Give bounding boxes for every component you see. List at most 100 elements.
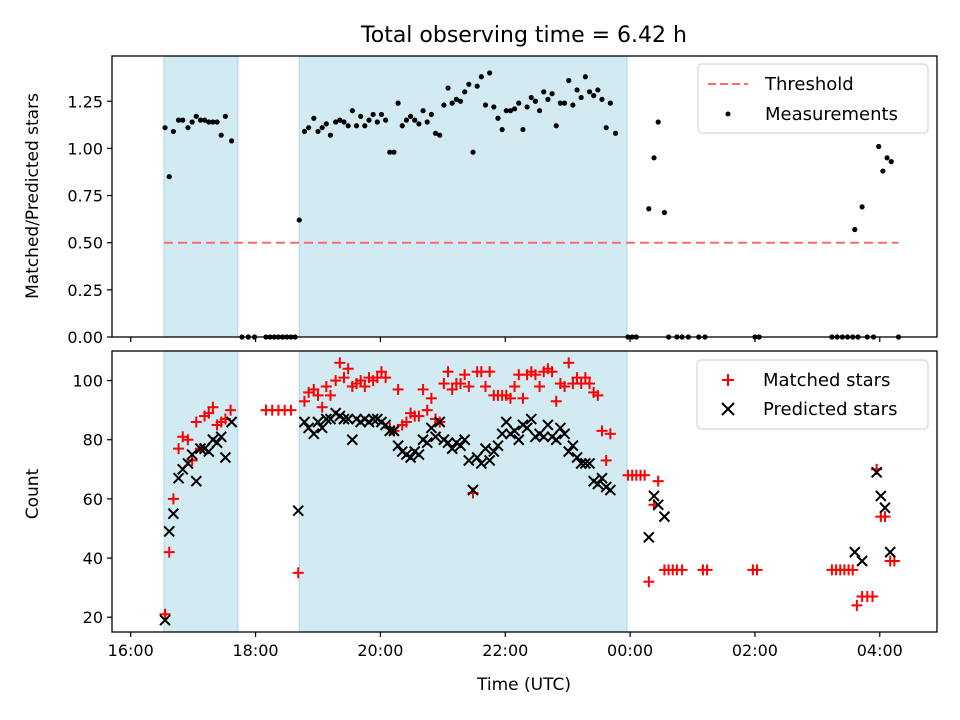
matched-star-point	[308, 383, 320, 395]
predicted-star-point	[538, 431, 550, 443]
predicted-star-point	[308, 428, 320, 440]
predicted-star-point	[388, 425, 400, 437]
measurement-point	[296, 217, 302, 223]
predicted-star-point	[500, 416, 513, 428]
observing-spans-top	[163, 55, 628, 338]
measurement-point	[432, 130, 439, 136]
matched-star-point	[579, 372, 591, 384]
predicted-star-point	[458, 434, 471, 446]
predicted-star-point	[392, 439, 404, 452]
measurement-point	[170, 128, 176, 135]
legend-threshold-label: Threshold	[764, 74, 854, 95]
matched-star-point	[324, 389, 336, 401]
measurement-point	[306, 125, 312, 131]
measurement-point	[512, 106, 518, 112]
measurement-point	[880, 168, 886, 174]
x-tick-label: 18:00	[233, 641, 279, 660]
measurement-point	[557, 100, 563, 106]
measurement-point	[462, 89, 468, 95]
top-plot: 0.00 0.25 0.50 0.75 1.00 1.25 Matched/Predict…	[23, 55, 938, 347]
matched-star-point	[604, 428, 616, 440]
measurement-point	[353, 123, 360, 129]
measurement-point	[852, 226, 858, 233]
measurement-point	[603, 125, 609, 131]
measurement-point	[474, 83, 480, 89]
measurement-point	[457, 98, 464, 104]
y-tick-label: 0.00	[67, 328, 103, 347]
bottom-plot: 16:00 18:00 20:00 22:00 00:00 02:00 04:00 20 40…	[23, 350, 938, 695]
predicted-star-point	[492, 439, 504, 452]
matched-star-point	[504, 392, 516, 404]
matched-star-point	[584, 378, 596, 390]
matched-star-point	[312, 389, 324, 401]
measurement-point	[495, 115, 501, 121]
measurement-point	[218, 132, 224, 138]
measurement-point	[319, 125, 325, 131]
measurement-point	[333, 119, 339, 125]
predicted-star-point	[525, 413, 537, 425]
matched-star-point	[639, 469, 651, 481]
top-legend: Threshold Measurements	[697, 63, 929, 134]
predicted-star-point	[225, 416, 238, 428]
y-tick-label: 40	[83, 549, 103, 568]
measurement-point	[566, 77, 572, 84]
matched-star-point	[355, 375, 367, 387]
measurement-point	[428, 111, 434, 118]
x-tick-label: 22:00	[482, 641, 528, 660]
measurement-point	[599, 96, 605, 102]
predicted-star-point	[211, 436, 223, 449]
predicted-star-point	[648, 490, 660, 502]
predicted-star-point	[186, 448, 198, 461]
predicted-star-point	[508, 425, 521, 437]
measurement-point	[407, 113, 414, 119]
matched-star-point	[413, 410, 425, 422]
predicted-star-point	[483, 454, 496, 467]
matched-star-point	[173, 443, 185, 455]
measurement-point	[612, 130, 619, 136]
measurement-point	[524, 104, 530, 110]
measurement-point	[420, 108, 426, 114]
matched-star-point	[163, 546, 175, 558]
measurement-point	[503, 108, 509, 114]
matched-star-point	[559, 380, 571, 392]
measurement-point	[201, 117, 208, 123]
predicted-star-point	[467, 484, 479, 496]
matched-star-point	[320, 380, 332, 392]
measurement-point	[337, 117, 343, 123]
predicted-star-point	[550, 434, 562, 446]
predicted-star-point	[454, 439, 467, 452]
predicted-star-point	[513, 434, 525, 446]
measurement-point	[482, 102, 489, 108]
matched-star-point	[652, 475, 664, 487]
matched-star-point	[190, 416, 202, 428]
measurement-point	[499, 126, 505, 133]
predicted-star-point	[463, 454, 475, 467]
predicted-star-point	[884, 546, 896, 558]
measurement-point	[189, 119, 195, 125]
measurement-point	[595, 87, 601, 93]
observing-span	[298, 350, 628, 633]
measurement-point	[536, 108, 543, 114]
measurement-point	[532, 98, 539, 104]
matched-star-point	[751, 564, 763, 576]
predicted-star-point	[429, 431, 442, 443]
matched-star-point	[851, 599, 863, 611]
measurement-point	[661, 209, 668, 216]
matched-star-point	[375, 366, 387, 378]
measurement-point	[301, 128, 308, 135]
measurement-point	[403, 117, 410, 123]
matched-star-point	[225, 404, 237, 416]
matched-star-point	[529, 369, 541, 381]
predicted-star-point	[384, 425, 396, 437]
matched-star-point	[484, 366, 496, 378]
matched-star-point	[847, 564, 859, 576]
matched-star-point	[517, 392, 529, 404]
y-tick-label: 100	[72, 372, 103, 391]
y-tick-label: 20	[83, 608, 103, 627]
predicted-star-point	[182, 457, 194, 470]
legend-measurements-swatch	[725, 111, 731, 117]
matched-star-point	[207, 401, 219, 413]
predicted-star-point	[159, 614, 171, 626]
matched-star-point	[479, 380, 491, 392]
measurement-point	[528, 94, 534, 101]
